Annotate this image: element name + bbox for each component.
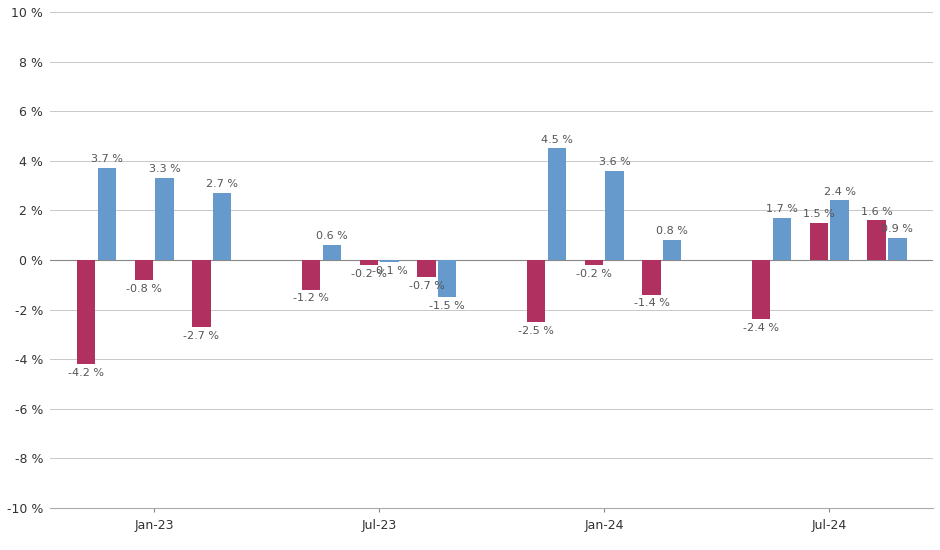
Text: -0.2 %: -0.2 % bbox=[576, 268, 612, 279]
Bar bbox=[155, 178, 174, 260]
Text: 3.6 %: 3.6 % bbox=[599, 157, 631, 167]
Text: 0.6 %: 0.6 % bbox=[316, 232, 348, 241]
Text: -4.2 %: -4.2 % bbox=[68, 368, 104, 378]
Text: 2.4 %: 2.4 % bbox=[823, 186, 855, 197]
Bar bbox=[809, 223, 828, 260]
Bar bbox=[98, 168, 116, 260]
Bar bbox=[417, 260, 436, 277]
Text: 3.3 %: 3.3 % bbox=[149, 164, 180, 174]
Bar bbox=[438, 260, 457, 297]
Text: 0.8 %: 0.8 % bbox=[656, 227, 688, 236]
Bar bbox=[359, 260, 378, 265]
Bar bbox=[526, 260, 545, 322]
Text: 1.5 %: 1.5 % bbox=[803, 209, 835, 219]
Text: -1.4 %: -1.4 % bbox=[634, 299, 669, 309]
Bar bbox=[322, 245, 341, 260]
Bar bbox=[752, 260, 771, 320]
Text: -2.5 %: -2.5 % bbox=[518, 326, 554, 336]
Bar bbox=[868, 220, 885, 260]
Text: -0.2 %: -0.2 % bbox=[351, 268, 386, 279]
Text: 2.7 %: 2.7 % bbox=[206, 179, 238, 189]
Bar bbox=[888, 238, 906, 260]
Text: -0.7 %: -0.7 % bbox=[409, 281, 445, 291]
Bar bbox=[773, 218, 791, 260]
Bar bbox=[830, 200, 849, 260]
Text: -0.8 %: -0.8 % bbox=[126, 283, 162, 294]
Text: 3.7 %: 3.7 % bbox=[91, 155, 123, 164]
Text: 4.5 %: 4.5 % bbox=[540, 135, 572, 145]
Text: -1.2 %: -1.2 % bbox=[293, 293, 329, 304]
Bar bbox=[302, 260, 321, 290]
Text: -1.5 %: -1.5 % bbox=[430, 301, 465, 311]
Bar bbox=[134, 260, 153, 280]
Text: -2.4 %: -2.4 % bbox=[744, 323, 779, 333]
Bar bbox=[77, 260, 95, 364]
Text: -2.7 %: -2.7 % bbox=[183, 331, 219, 340]
Text: 1.7 %: 1.7 % bbox=[766, 204, 798, 214]
Bar bbox=[381, 260, 399, 262]
Bar bbox=[605, 170, 624, 260]
Bar bbox=[548, 148, 566, 260]
Bar bbox=[192, 260, 211, 327]
Bar bbox=[642, 260, 661, 295]
Bar bbox=[663, 240, 682, 260]
Text: 0.9 %: 0.9 % bbox=[882, 224, 914, 234]
Bar bbox=[213, 193, 231, 260]
Text: -0.1 %: -0.1 % bbox=[371, 266, 407, 276]
Text: 1.6 %: 1.6 % bbox=[861, 207, 892, 217]
Bar bbox=[585, 260, 603, 265]
